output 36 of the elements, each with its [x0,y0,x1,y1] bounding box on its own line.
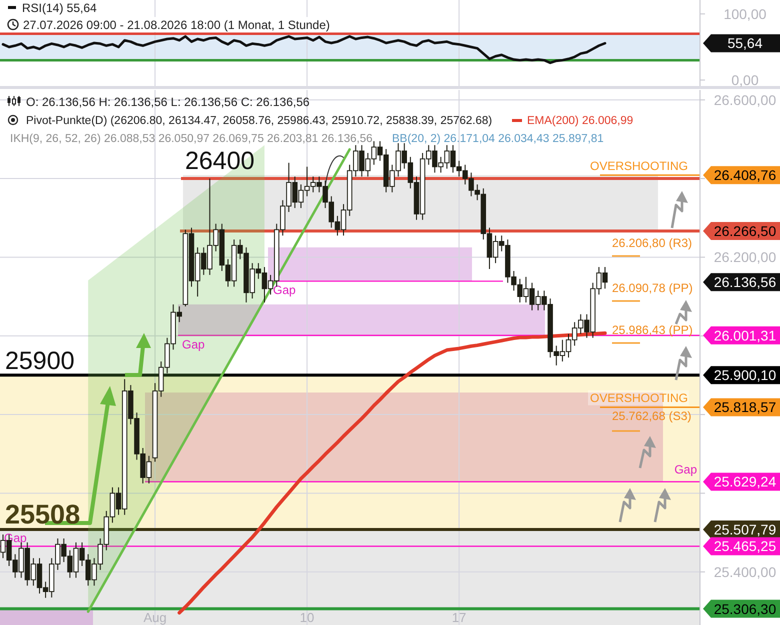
annotation: OVERSHOOTING [590,159,688,174]
ref-line-label: 25.900,10 [714,367,776,384]
annotation: 27.07.2026 09:00 - 21.08.2026 18:00 (1 Monat, 1 Stunde) [23,18,330,32]
ref-line-label: 25.507,79 [714,521,776,538]
ref-line-label: 26.001,31 [714,327,776,344]
text: 26.090,78 (PP) [612,281,693,295]
ref-line-label: 26.408,76 [714,167,776,184]
legend-label: EMA(200) 26.006,99 [527,115,634,127]
line-series [2,35,606,64]
text: 25.986,43 (PP) [612,323,693,337]
ref-line-label: 25.306,30 [714,600,776,617]
ref-line-label: 25.629,24 [714,474,776,490]
y-tick-label: 100,00 [724,6,767,22]
ref-line-label: 26.266,50 [714,223,776,240]
annotation: 25508 [5,499,80,530]
ref-line-label: 25.465,25 [714,538,776,554]
annotation: 25900 [5,347,75,376]
annotation: O: 26.136,56 H: 26.136,56 L: 26.136,56 C: 26.136,56 [26,95,310,109]
ref-line-label: 25.818,57 [714,399,776,416]
y-tick-label: 26.600,00 [714,92,776,108]
annotation: Gap [674,462,698,477]
y-tick-label: 26.200,00 [714,249,776,266]
y-tick-label: 25.400,00 [714,564,776,580]
annotation: OVERSHOOTING [590,391,688,406]
annotation: Pivot-Punkte(D) (26206.80, 26134.47, 26058.76, 25986.43, 25910.72, 25838.39, 25762.68) [26,115,492,127]
text: 55,64 [727,35,763,52]
text: 26.206,80 (R3) [612,236,692,250]
annotation: Gap [273,283,296,298]
y-tick-label: 0,00 [731,72,759,88]
annotation: Gap [182,337,206,352]
legend-label: RSI(14) 55,64 [22,1,98,15]
text: 26.136,56 [714,274,776,290]
annotation: BB(20, 2) 26.171,04 26.034,43 25.897,81 [392,133,604,145]
annotation: IKH(9, 26, 52, 26) 26.088,53 26.050,97 26.069,75 26.203,81 26.136,56 [10,133,373,145]
annotation: 26400 [185,147,255,176]
text: 25.762,68 (S3) [612,409,692,423]
